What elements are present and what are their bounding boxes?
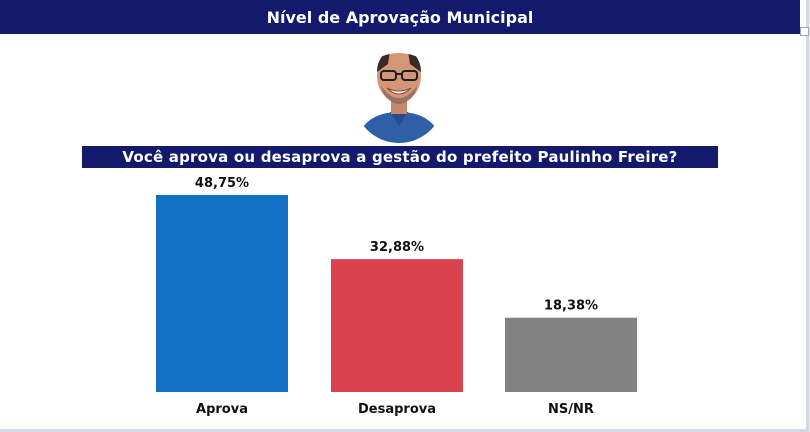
bar-ns-nr [505, 317, 637, 392]
bar-desaprova [331, 259, 463, 392]
data-label: 18,38% [544, 299, 598, 314]
data-label: 48,75% [195, 176, 249, 191]
mayor-portrait [354, 53, 444, 143]
bar-aprova [156, 195, 288, 392]
category-label: NS/NR [548, 402, 594, 417]
category-label: Aprova [196, 402, 248, 417]
survey-question: Você aprova ou desaprova a gestão do pre… [82, 146, 718, 168]
category-label: Desaprova [358, 402, 436, 417]
header-title: Nível de Aprovação Municipal [0, 0, 800, 34]
panel-corner-icon [800, 27, 809, 36]
data-label: 32,88% [370, 240, 424, 255]
